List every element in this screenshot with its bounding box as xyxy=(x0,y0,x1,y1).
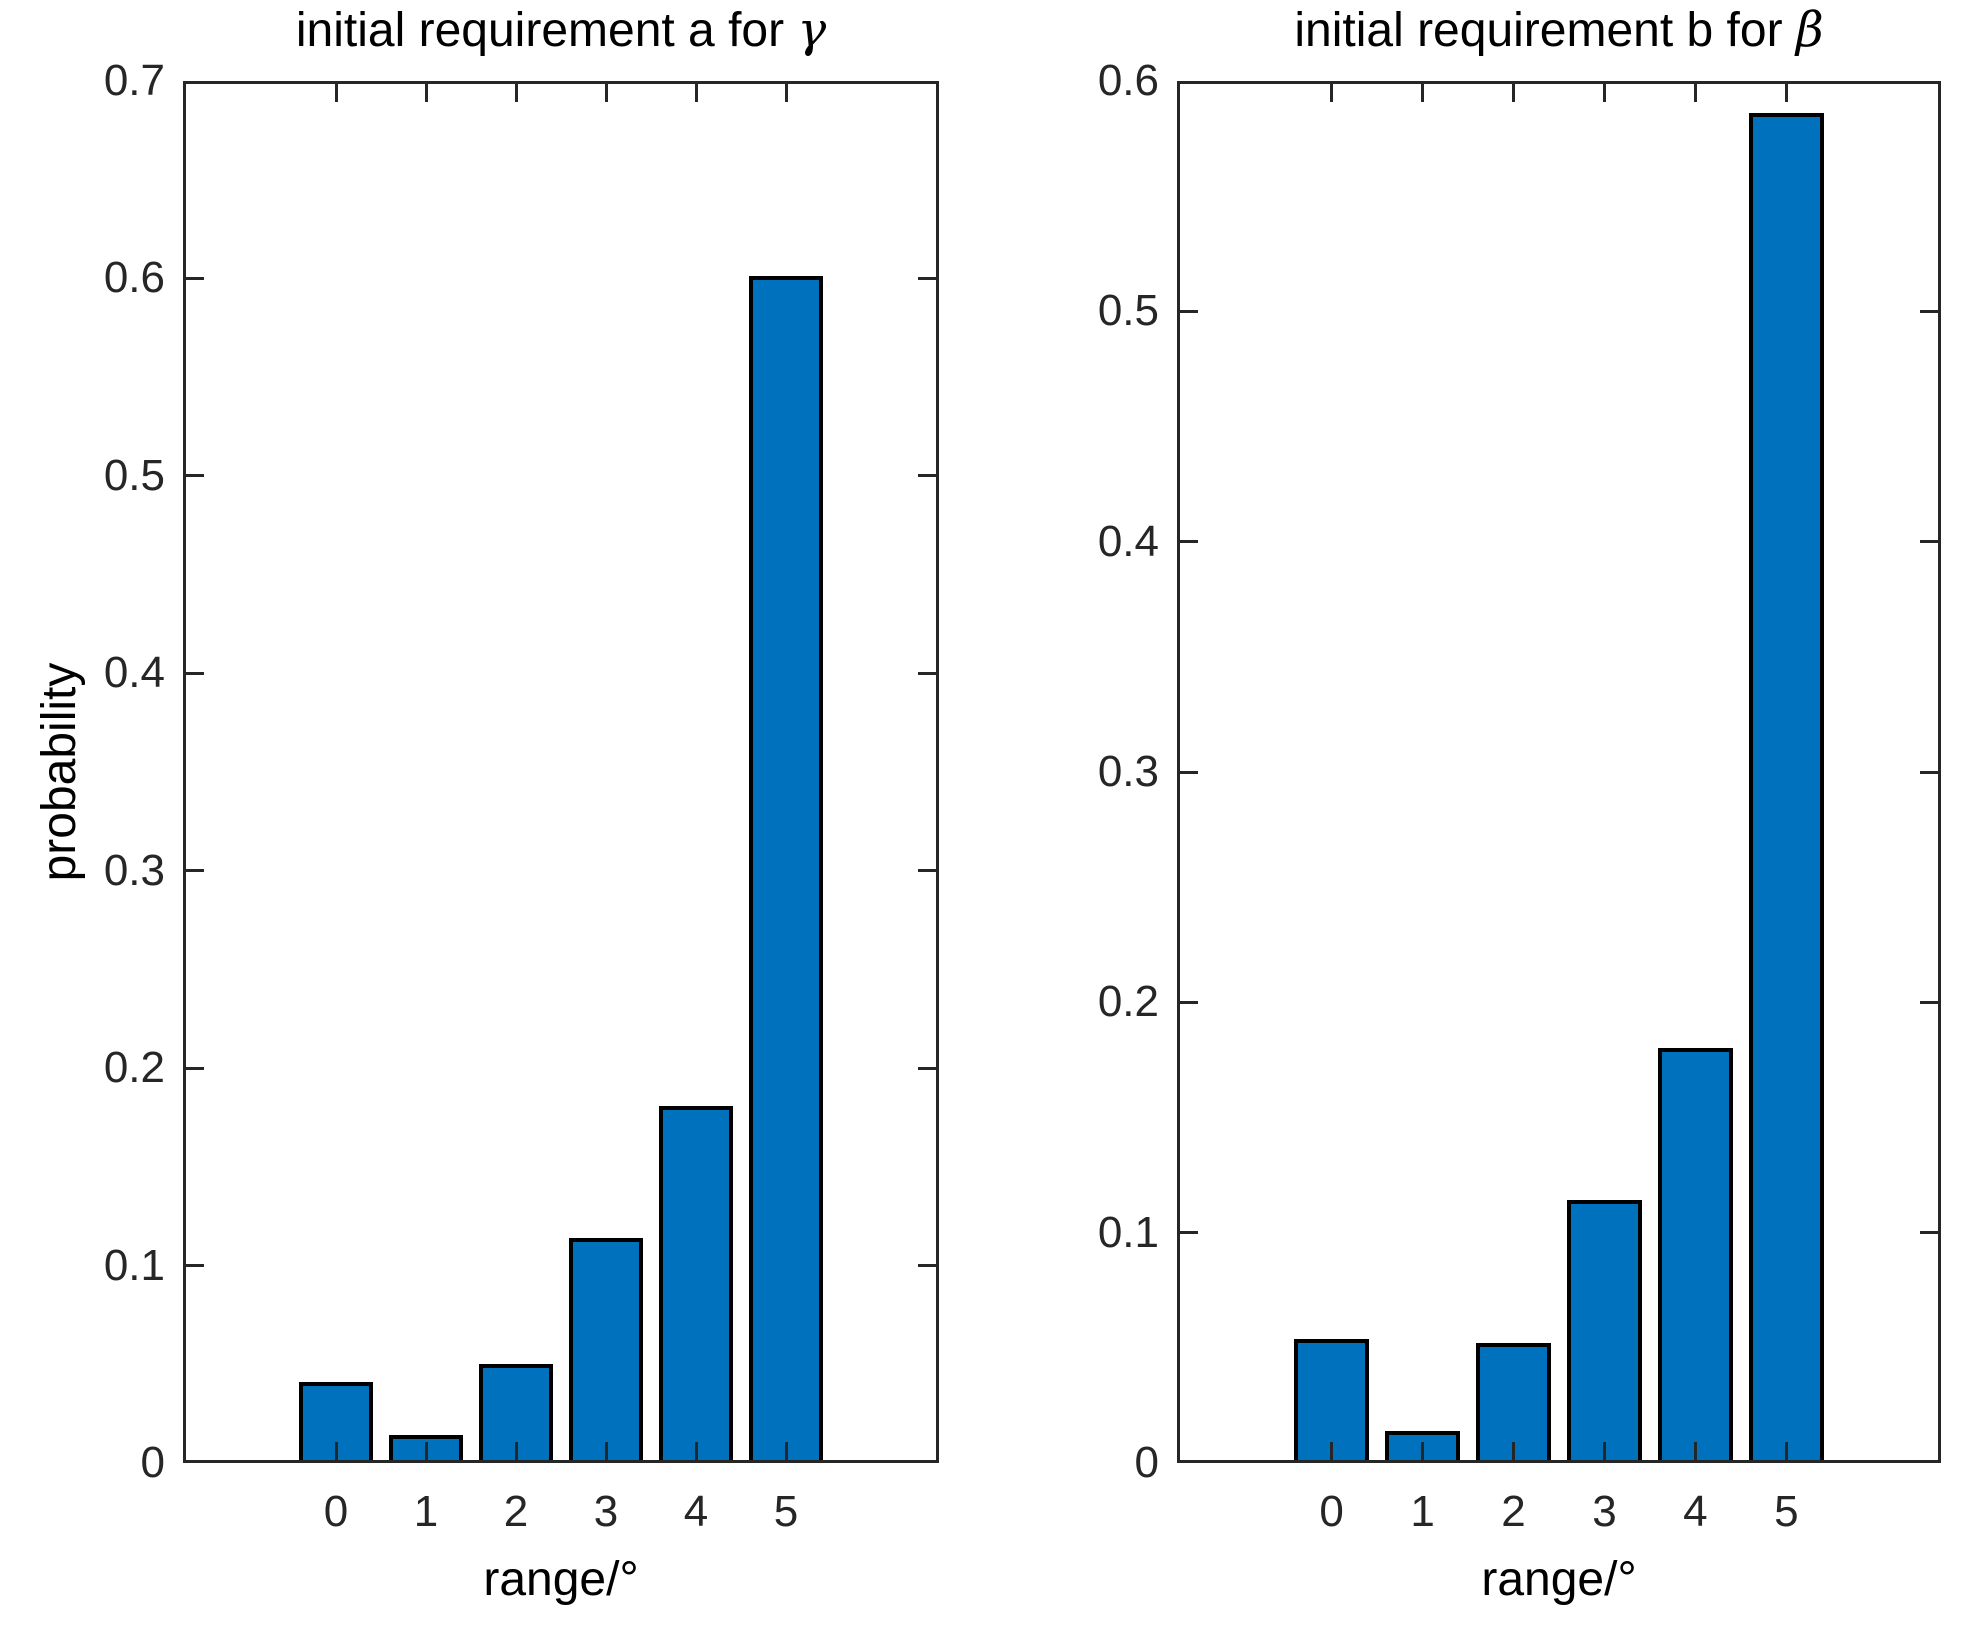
y-tick-label: 0.1 xyxy=(103,1240,165,1290)
y-tick-label: 0.5 xyxy=(103,450,165,500)
plot-title: initial requirement a for γ xyxy=(296,6,826,55)
x-tick-mark-top xyxy=(1421,84,1425,102)
x-tick-mark-top xyxy=(1784,84,1788,102)
y-tick-mark xyxy=(186,276,204,280)
x-tick-mark xyxy=(1512,1442,1516,1460)
y-tick-mark xyxy=(1180,1231,1198,1235)
y-tick-mark xyxy=(1180,770,1198,774)
bar xyxy=(659,1105,733,1463)
x-tick-mark-top xyxy=(334,84,338,102)
y-tick-mark-right xyxy=(918,1264,936,1268)
bar xyxy=(1658,1048,1733,1463)
x-tick-mark-top xyxy=(1330,84,1334,102)
y-tick-mark xyxy=(1180,309,1198,313)
y-tick-mark xyxy=(186,1066,204,1070)
y-tick-mark xyxy=(1180,1000,1198,1004)
x-tick-label: 1 xyxy=(1410,1487,1435,1536)
greek-symbol: β xyxy=(1795,2,1824,58)
y-tick-mark-right xyxy=(918,1066,936,1070)
x-tick-label: 4 xyxy=(1683,1487,1708,1536)
x-tick-mark-top xyxy=(1602,84,1606,102)
x-tick-label: 1 xyxy=(413,1487,439,1536)
x-tick-label: 5 xyxy=(1774,1487,1799,1536)
plot-box xyxy=(183,81,939,1463)
y-tick-mark-right xyxy=(1920,309,1938,313)
y-tick-mark xyxy=(186,671,204,675)
y-tick-mark-right xyxy=(918,869,936,873)
y-tick-label: 0.4 xyxy=(103,648,165,698)
y-tick-label: 0.5 xyxy=(1097,286,1159,336)
x-tick-mark-top xyxy=(784,84,788,102)
y-tick-mark xyxy=(1180,540,1198,544)
y-tick-label: 0 xyxy=(140,1438,165,1487)
y-tick-mark-right xyxy=(1920,540,1938,544)
y-axis-label: probability xyxy=(33,662,86,882)
plot-title: initial requirement b for β xyxy=(1294,6,1823,55)
x-tick-mark xyxy=(1421,1442,1425,1460)
y-tick-mark xyxy=(186,1264,204,1268)
x-tick-label: 4 xyxy=(683,1487,709,1536)
y-tick-mark xyxy=(186,869,204,873)
bar xyxy=(1749,113,1824,1463)
y-tick-mark-right xyxy=(918,671,936,675)
x-axis-label: range/° xyxy=(1481,1553,1637,1606)
y-tick-mark-right xyxy=(918,276,936,280)
y-tick-mark-right xyxy=(1920,1000,1938,1004)
x-tick-mark xyxy=(1330,1442,1334,1460)
y-tick-label: 0.2 xyxy=(1097,977,1159,1027)
x-tick-label: 0 xyxy=(1319,1487,1344,1536)
x-tick-label: 3 xyxy=(1592,1487,1617,1536)
x-tick-mark xyxy=(1784,1442,1788,1460)
bar xyxy=(749,276,823,1463)
y-tick-label: 0.3 xyxy=(1097,747,1159,796)
x-tick-label: 2 xyxy=(503,1487,529,1536)
x-tick-mark-top xyxy=(694,84,698,102)
y-tick-label: 0.3 xyxy=(103,845,165,895)
x-tick-label: 0 xyxy=(323,1487,349,1536)
x-tick-mark xyxy=(1693,1442,1697,1460)
x-tick-mark xyxy=(784,1442,788,1460)
y-tick-mark xyxy=(186,474,204,478)
x-tick-mark xyxy=(694,1442,698,1460)
x-tick-label: 5 xyxy=(773,1487,799,1536)
greek-symbol: γ xyxy=(797,2,827,58)
y-tick-label: 0 xyxy=(1134,1438,1159,1487)
y-tick-label: 0.6 xyxy=(1097,56,1159,105)
y-tick-mark-right xyxy=(1920,1231,1938,1235)
bar xyxy=(1567,1200,1642,1463)
x-tick-mark xyxy=(334,1442,338,1460)
x-tick-mark-top xyxy=(514,84,518,102)
x-tick-label: 3 xyxy=(593,1487,619,1536)
y-tick-label: 0.7 xyxy=(103,56,165,105)
bar xyxy=(569,1237,643,1463)
y-tick-label: 0.4 xyxy=(1097,516,1159,566)
y-tick-mark-right xyxy=(918,474,936,478)
x-tick-mark-top xyxy=(604,84,608,102)
y-tick-label: 0.6 xyxy=(103,253,165,303)
y-tick-mark-right xyxy=(1920,770,1938,774)
x-tick-mark-top xyxy=(1693,84,1697,102)
plot-box xyxy=(1177,81,1941,1463)
x-axis-label: range/° xyxy=(483,1553,639,1606)
x-tick-mark-top xyxy=(424,84,428,102)
x-tick-mark xyxy=(604,1442,608,1460)
x-tick-mark xyxy=(424,1442,428,1460)
y-tick-label: 0.1 xyxy=(1097,1207,1159,1257)
x-tick-mark xyxy=(514,1442,518,1460)
x-tick-mark-top xyxy=(1512,84,1516,102)
plot-title-text: initial requirement a for xyxy=(295,4,798,57)
y-tick-label: 0.2 xyxy=(103,1043,165,1093)
x-tick-mark xyxy=(1602,1442,1606,1460)
x-tick-label: 2 xyxy=(1501,1487,1526,1536)
plot-title-text: initial requirement b for xyxy=(1294,4,1796,57)
